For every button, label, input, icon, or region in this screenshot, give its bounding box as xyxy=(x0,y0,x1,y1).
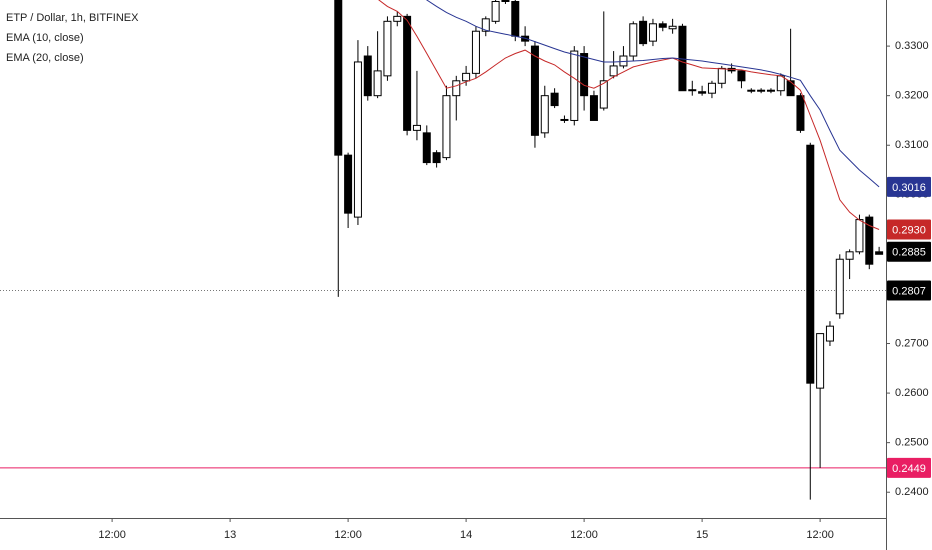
candle-body xyxy=(796,95,805,131)
y-tick-label: 0.2400 xyxy=(895,486,929,498)
candle-body xyxy=(412,124,421,131)
candle-body xyxy=(589,95,598,121)
candle-body xyxy=(501,0,510,2)
candle-body xyxy=(668,25,677,30)
price-label-box xyxy=(887,176,931,197)
y-tick-label: 0.2700 xyxy=(895,337,929,349)
price-label: 0.2449 xyxy=(892,463,926,475)
candle-body xyxy=(707,82,716,94)
candle-body xyxy=(540,95,549,134)
candle-body xyxy=(698,91,707,94)
legend-entry: EMA (20, close) xyxy=(6,52,84,64)
candle-body xyxy=(403,15,412,131)
x-tick-label: 14 xyxy=(460,529,472,541)
candle-body xyxy=(471,30,480,74)
candle-body xyxy=(383,20,392,77)
candle-body xyxy=(776,75,785,92)
candle-body xyxy=(570,50,579,121)
ema-line xyxy=(426,0,880,188)
candle-body xyxy=(481,18,490,32)
candle-body xyxy=(717,67,726,84)
x-tick-label: 12:00 xyxy=(806,529,834,541)
plot-area xyxy=(0,0,886,500)
ema-line xyxy=(378,0,880,230)
candle-body xyxy=(865,216,874,265)
candle-body xyxy=(825,325,834,342)
y-tick-label: 0.2600 xyxy=(895,387,929,399)
y-tick-label: 0.3200 xyxy=(895,90,929,102)
candle-body xyxy=(373,70,382,97)
candle-body xyxy=(462,72,471,82)
candle-body xyxy=(422,132,431,164)
price-label: 0.3016 xyxy=(892,182,926,194)
candle-body xyxy=(599,80,608,109)
candle-body xyxy=(806,144,815,384)
candle-body xyxy=(530,45,539,136)
price-label: 0.2930 xyxy=(892,224,926,236)
candle-body xyxy=(639,20,648,45)
candle-body xyxy=(334,0,343,156)
price-label-box xyxy=(887,241,931,262)
candle-body xyxy=(609,65,618,77)
x-tick-label: 15 xyxy=(696,529,708,541)
candle-body xyxy=(816,333,825,389)
candle-body xyxy=(353,61,362,218)
candle-body xyxy=(344,154,353,214)
price-label: 0.2885 xyxy=(892,247,926,259)
price-label-box xyxy=(887,457,931,478)
price-label-box xyxy=(887,280,931,301)
candle-body xyxy=(442,95,451,159)
candle-body xyxy=(875,251,884,255)
legend-entry: EMA (10, close) xyxy=(6,32,84,44)
y-tick-label: 0.2500 xyxy=(895,437,929,449)
candle-body xyxy=(511,0,520,37)
candle-body xyxy=(766,89,775,92)
candle-body xyxy=(560,118,569,121)
candle-body xyxy=(747,89,756,92)
x-tick-label: 12:00 xyxy=(98,529,126,541)
x-tick-label: 13 xyxy=(224,529,236,541)
candle-body xyxy=(550,92,559,107)
chart-title: ETP / Dollar, 1h, BITFINEX xyxy=(6,12,139,24)
candle-body xyxy=(845,251,854,260)
candle-body xyxy=(432,152,441,164)
candle-body xyxy=(688,89,697,92)
candle-body xyxy=(658,23,667,28)
y-tick-label: 0.3100 xyxy=(895,139,929,151)
candle-body xyxy=(629,23,638,57)
candle-body xyxy=(757,89,766,92)
candle-body xyxy=(393,15,402,22)
candle-body xyxy=(855,219,864,253)
price-label-box xyxy=(887,219,931,240)
candle-body xyxy=(835,258,844,315)
candle-body xyxy=(737,70,746,82)
x-tick-label: 12:00 xyxy=(570,529,598,541)
candle-body xyxy=(648,23,657,42)
candle-body xyxy=(786,80,795,97)
candle-body xyxy=(491,0,500,22)
candle-body xyxy=(363,55,372,97)
x-tick-label: 12:00 xyxy=(334,529,362,541)
y-tick-label: 0.3300 xyxy=(895,40,929,52)
price-label: 0.2807 xyxy=(892,285,926,297)
candle-body xyxy=(452,80,461,97)
candle-body xyxy=(580,53,589,97)
